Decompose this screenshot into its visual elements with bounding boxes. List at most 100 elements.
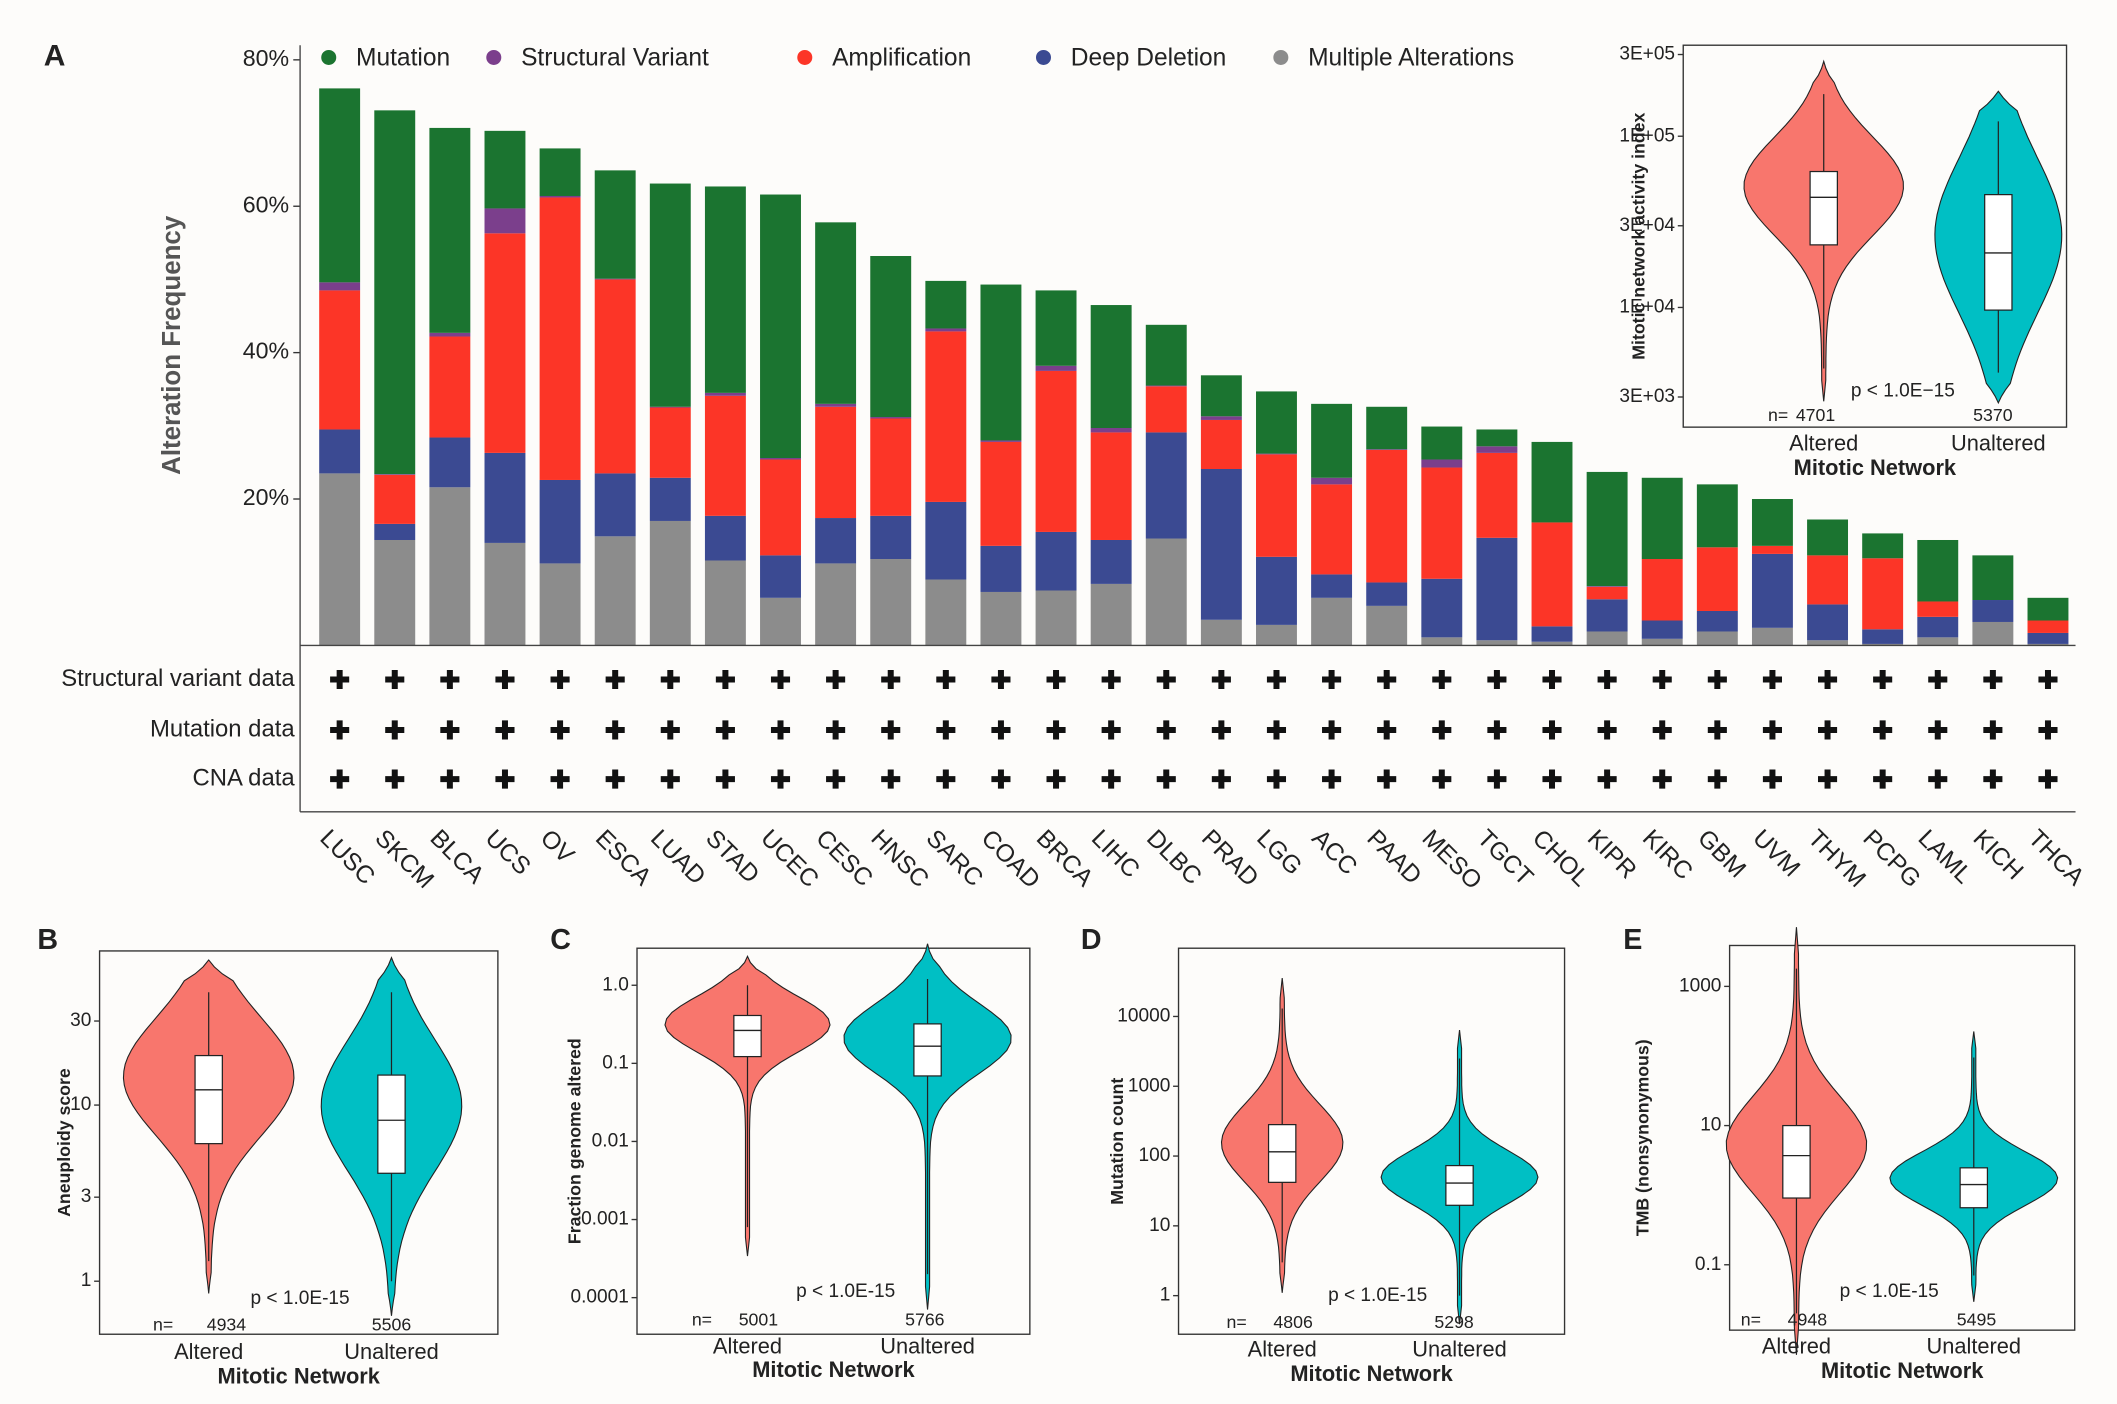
plus-icon: [881, 669, 901, 690]
y-tick-label: 80%: [243, 45, 289, 71]
bar-segment: [649, 406, 691, 408]
bar-segment: [980, 545, 1022, 592]
plus-icon: [1156, 720, 1176, 740]
bar-segment: [1641, 638, 1683, 646]
bar-segment: [1696, 610, 1738, 632]
bar-segment: [1200, 419, 1242, 469]
legend-label: Multiple Alterations: [1308, 44, 1514, 71]
box: [1809, 170, 1838, 246]
bar-segment: [870, 418, 912, 516]
plus-icon: [1487, 720, 1507, 740]
plus-icon: [1818, 720, 1838, 740]
y-tick-label: 0.1: [1695, 1254, 1722, 1275]
x-tick-label: Altered: [1762, 1334, 1831, 1359]
bar-segment: [1972, 600, 2014, 622]
bar-segment: [484, 233, 526, 453]
bar-segment: [1090, 428, 1132, 433]
bar-segment: [1256, 454, 1297, 557]
bar-segment: [429, 332, 471, 337]
box: [1782, 1124, 1811, 1199]
x-tick-label: Altered: [1248, 1336, 1317, 1361]
p-value: p < 1.0E-15: [250, 1288, 349, 1309]
y-tick-label: 10: [1700, 1115, 1721, 1136]
bar-segment: [1862, 558, 1904, 630]
y-tick-label: 40%: [243, 338, 289, 364]
p-value: p < 1.0E-15: [796, 1281, 895, 1302]
n-label: n=: [1768, 405, 1788, 425]
bar-segment: [1531, 522, 1573, 627]
plus-icon: [1983, 769, 2003, 789]
bar-segment: [374, 539, 416, 646]
plus-icon: [1873, 669, 1893, 690]
bar-segment: [1917, 601, 1959, 617]
bar-segment: [1751, 553, 1793, 628]
y-axis-title: TMB (nonsynonymous): [1632, 1039, 1652, 1236]
x-tick-label: Altered: [174, 1339, 243, 1364]
bar-segment: [1145, 324, 1187, 386]
bar-segment: [760, 459, 801, 556]
box: [1959, 1167, 1989, 1209]
bar-segment: [1696, 547, 1738, 611]
y-tick-label: 1E+05: [1619, 125, 1675, 146]
x-axis-title: Mitotic Network: [1794, 455, 1957, 480]
panel-label: C: [550, 924, 571, 956]
plot-frame: [1177, 947, 1566, 1335]
bar-segment: [1751, 499, 1793, 546]
bar-segment: [1421, 426, 1463, 460]
plus-icon: [715, 720, 735, 740]
bar-segment: [815, 518, 857, 564]
bar-segment: [649, 477, 691, 521]
bar-segment: [594, 278, 636, 280]
bar-segment: [484, 130, 526, 209]
count-label: 5766: [905, 1309, 945, 1329]
bar-segment: [594, 279, 636, 474]
plus-icon: [1156, 769, 1176, 789]
plus-icon: [1322, 669, 1342, 690]
x-axis-title: Mitotic Network: [218, 1364, 381, 1389]
plus-icon: [605, 769, 625, 789]
legend-swatch: [486, 49, 502, 65]
bar-segment: [815, 222, 857, 404]
bar-segment: [374, 474, 416, 524]
y-axis-title: Alteration Frequency: [158, 215, 186, 475]
bar-segment: [1035, 290, 1077, 366]
n-label: n=: [1227, 1312, 1247, 1332]
y-axis-title: Mutation count: [1107, 1078, 1127, 1205]
plus-icon: [440, 769, 460, 789]
panel-label: B: [37, 924, 58, 956]
bar-segment: [1035, 590, 1077, 646]
count-label: 4701: [1796, 405, 1835, 425]
bar-segment: [1972, 621, 2014, 646]
bar-segment: [1807, 519, 1849, 556]
x-tick-label: Unaltered: [1412, 1336, 1507, 1361]
plus-icon: [1266, 669, 1287, 690]
bar-segment: [1421, 467, 1463, 579]
plus-icon: [2038, 720, 2058, 740]
plus-icon: [385, 720, 405, 740]
bar-segment: [374, 474, 416, 475]
plus-icon: [605, 669, 625, 690]
bar-segment: [704, 515, 746, 561]
bar-segment: [1586, 471, 1628, 587]
plus-icon: [385, 769, 405, 789]
bar-segment: [1145, 538, 1187, 646]
bar-segment: [429, 487, 471, 646]
bar-segment: [1090, 539, 1132, 584]
bar-segment: [1366, 449, 1408, 583]
count-label: 4806: [1273, 1312, 1313, 1332]
bar-segment: [1641, 559, 1683, 621]
bar-segment: [704, 392, 746, 396]
bar-segment: [1421, 637, 1463, 646]
count-label: 5001: [739, 1309, 778, 1329]
y-tick-label: 1.0: [602, 974, 629, 995]
plus-icon: [2038, 769, 2058, 789]
legend-label: Mutation: [356, 44, 450, 71]
bar-segment: [1200, 468, 1242, 620]
bar-segment: [1862, 629, 1904, 644]
bar-segment: [704, 395, 746, 516]
bar-segment: [1917, 616, 1959, 638]
bar-segment: [760, 194, 801, 459]
x-axis-title: Mitotic Network: [1290, 1361, 1453, 1386]
legend-swatch: [1273, 49, 1289, 65]
bar-segment: [1586, 631, 1628, 646]
